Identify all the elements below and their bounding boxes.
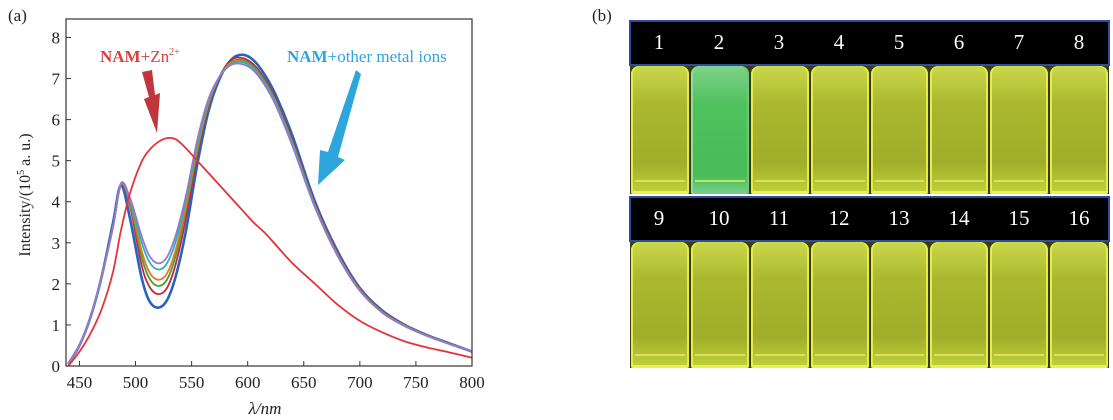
y-tick-label: 0: [52, 357, 61, 376]
vial-number-bar-row2: 9 10 11 12 13 14 15 16: [629, 196, 1110, 242]
vial-4: [810, 66, 869, 194]
vial-14: [930, 242, 989, 368]
y-tick-label: 2: [52, 275, 61, 294]
series-line-5: [67, 62, 473, 365]
vial-16: [1050, 242, 1108, 368]
vial-number: 4: [833, 30, 845, 54]
vial-10: [690, 242, 749, 368]
y-axis-label: Intensity/(105 a. u.): [16, 133, 34, 256]
vial-number: 12: [828, 206, 850, 230]
x-tick-label: 700: [347, 373, 373, 392]
spectrum-chart: 450 500 550 600 650 700 750 800 0 1 2 3 4 5 6 7 8 Intens…: [16, 18, 485, 418]
y-tick-label: 3: [52, 234, 61, 253]
vial-number: 8: [1073, 30, 1085, 54]
vial-number-bar-row1: 1 2 3 4 5 6 7 8: [629, 20, 1110, 66]
vial-row-2: [630, 242, 1109, 368]
x-tick-label: 650: [291, 373, 317, 392]
vial-3: [750, 66, 809, 194]
vial-number: 14: [948, 206, 970, 230]
vial-number: 1: [653, 30, 665, 54]
vial-number: 10: [708, 206, 730, 230]
vial-1: [631, 66, 689, 194]
arrow-zn-icon: [142, 70, 160, 133]
vial-number: 7: [1013, 30, 1025, 54]
vial-6: [930, 66, 989, 194]
x-axis-label: λ/nm: [248, 399, 282, 418]
arrow-other-ions-icon: [318, 70, 361, 185]
vial-13: [870, 242, 929, 368]
vial-number: 6: [953, 30, 965, 54]
plot-frame: [65, 18, 473, 367]
vial-5: [870, 66, 929, 194]
y-tick-label: 7: [52, 70, 61, 89]
vial-number: 11: [768, 206, 790, 230]
annotation-other-ions: NAM+other metal ions: [287, 47, 447, 66]
vial-7: [990, 66, 1049, 194]
vial-11: [750, 242, 809, 368]
vial-row-1: [630, 66, 1109, 194]
x-tick-label: 500: [123, 373, 149, 392]
y-tick-label: 4: [52, 193, 61, 212]
y-tick-label: 5: [52, 152, 61, 171]
x-tick-label: 450: [67, 373, 93, 392]
panel-a-label: (a): [8, 6, 27, 25]
vial-number: 9: [653, 206, 665, 230]
vial-8: [1050, 66, 1108, 194]
annotation-zn: NAM+Zn2+: [100, 47, 180, 66]
vial-number: 16: [1068, 206, 1090, 230]
x-tick-label: 550: [179, 373, 205, 392]
vial-number: 15: [1008, 206, 1030, 230]
axis-ticks: 450 500 550 600 650 700 750 800 0 1 2 3 4 5 6 7 8: [52, 28, 485, 392]
series-line-0: [67, 53, 473, 365]
vial-number: 5: [893, 30, 905, 54]
vial-number: 13: [888, 206, 910, 230]
vial-9: [631, 242, 689, 368]
series-line-6: [67, 136, 473, 367]
vial-number: 3: [773, 30, 785, 54]
y-tick-label: 6: [52, 111, 61, 130]
vial-15: [990, 242, 1049, 368]
x-tick-label: 750: [403, 373, 429, 392]
x-tick-label: 600: [235, 373, 261, 392]
vial-number: 2: [713, 30, 725, 54]
y-tick-label: 1: [52, 316, 61, 335]
x-tick-label: 800: [459, 373, 485, 392]
vial-12: [810, 242, 869, 368]
y-tick-label: 8: [52, 28, 61, 47]
vial-2: [690, 66, 749, 194]
curves: [67, 53, 473, 367]
panel-b-label: (b): [592, 6, 612, 25]
